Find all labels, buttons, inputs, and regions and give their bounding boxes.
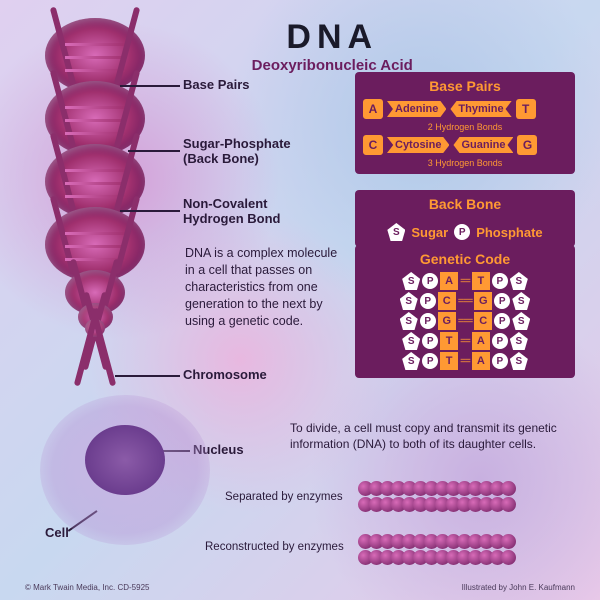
nucleus-illustration [85,425,165,495]
base-pairs-title: Base Pairs [363,78,567,94]
base-pairs-box: Base Pairs A Adenine Thymine T 2 Hydroge… [355,72,575,174]
label-chromosome: Chromosome [183,367,267,382]
label-basepairs: Base Pairs [183,77,250,92]
title-block: DNA Deoxyribonucleic Acid [252,18,413,74]
cell-illustration [40,395,210,545]
label-backbone: Sugar-Phosphate (Back Bone) [183,136,291,166]
reconstructed-helix [360,528,560,578]
main-description: DNA is a complex molecule in a cell that… [185,245,340,329]
copyright: © Mark Twain Media, Inc. CD-5925 [25,583,149,592]
backbone-box: Back Bone S Sugar P Phosphate [355,190,575,247]
dna-poster: DNA Deoxyribonucleic Acid Base Pairs Sug… [0,0,600,600]
label-hbond: Non-Covalent Hydrogen Bond [183,196,281,226]
separated-label: Separated by enzymes [225,490,343,506]
label-cell: Cell [45,525,69,540]
main-title: DNA [252,18,413,57]
genetic-code-box: Genetic Code SPA==TPSSPC===GPSSPG===CPSS… [355,245,575,378]
division-intro: To divide, a cell must copy and transmit… [290,420,565,452]
replication-helix [360,475,560,525]
reconstructed-label: Reconstructed by enzymes [205,540,344,556]
illustrator-credit: Illustrated by John E. Kaufmann [462,583,575,592]
dna-helix [30,30,160,410]
